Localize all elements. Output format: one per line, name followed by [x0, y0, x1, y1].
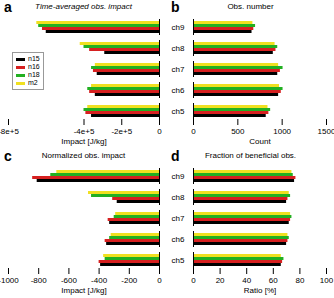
- html-text:d: d: [171, 148, 180, 164]
- html-text:Fraction of beneficial obs.: Fraction of beneficial obs.: [204, 151, 297, 160]
- svg-text:ch7: ch7: [172, 65, 185, 74]
- html-text:n18: n18: [28, 71, 40, 78]
- svg-text:-4e+5: -4e+5: [74, 127, 95, 136]
- svg-text:ch9: ch9: [172, 172, 185, 181]
- svg-text:ch5: ch5: [172, 256, 185, 265]
- svg-text:-8e+5: -8e+5: [0, 127, 19, 136]
- html-text:Time-averaged obs. impact: Time-averaged obs. impact: [35, 2, 132, 11]
- svg-text:100: 100: [320, 276, 334, 285]
- svg-text:-400: -400: [91, 276, 108, 285]
- svg-text:-800: -800: [31, 276, 48, 285]
- html-text:n16: n16: [28, 63, 40, 70]
- svg-text:ch8: ch8: [172, 44, 185, 53]
- svg-text:Count: Count: [249, 137, 271, 146]
- svg-text:20: 20: [216, 276, 225, 285]
- svg-text:-600: -600: [61, 276, 78, 285]
- html-text:m2: m2: [28, 79, 38, 86]
- svg-text:ch9: ch9: [172, 23, 185, 32]
- svg-text:40: 40: [242, 276, 251, 285]
- svg-text:80: 80: [295, 276, 304, 285]
- svg-text:ch6: ch6: [172, 235, 185, 244]
- svg-text:0: 0: [157, 276, 162, 285]
- html-text:Obs. number: Obs. number: [227, 2, 274, 11]
- svg-text:Impact [J/kg]: Impact [J/kg]: [61, 286, 106, 295]
- svg-text:Impact [J/kg]: Impact [J/kg]: [61, 137, 106, 146]
- svg-text:500: 500: [231, 127, 245, 136]
- html-text:Normalized obs. impact: Normalized obs. impact: [41, 151, 126, 160]
- svg-text:ch6: ch6: [172, 86, 185, 95]
- html-text:a: a: [4, 0, 12, 15]
- svg-text:Ratio [%]: Ratio [%]: [244, 286, 276, 295]
- svg-text:0: 0: [191, 127, 196, 136]
- svg-text:ch8: ch8: [172, 193, 185, 202]
- html-text:c: c: [4, 148, 12, 164]
- svg-text:-200: -200: [121, 276, 138, 285]
- svg-text:0: 0: [157, 127, 162, 136]
- svg-text:60: 60: [269, 276, 278, 285]
- svg-text:1000: 1000: [273, 127, 291, 136]
- svg-text:ch5: ch5: [172, 107, 185, 116]
- svg-text:0: 0: [191, 276, 196, 285]
- svg-text:ch7: ch7: [172, 214, 185, 223]
- html-text:b: b: [171, 0, 180, 15]
- svg-text:-2e+5: -2e+5: [111, 127, 132, 136]
- svg-text:1500: 1500: [318, 127, 334, 136]
- svg-text:-1000: -1000: [0, 276, 19, 285]
- html-text:n15: n15: [28, 55, 40, 62]
